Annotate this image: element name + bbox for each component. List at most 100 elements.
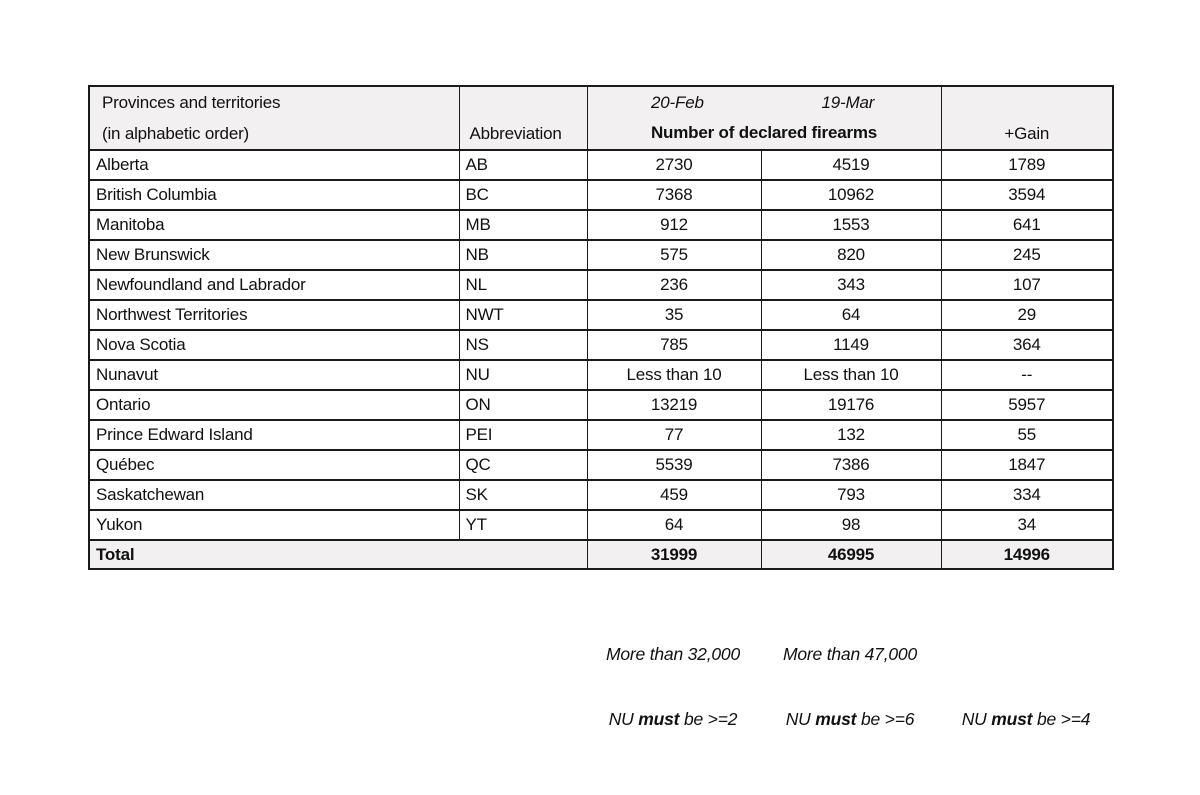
cell-abbr: PEI [458, 419, 588, 451]
table-row-british-columbia: British Columbia BC 7368 10962 3594 [88, 179, 1114, 211]
cell-abbr: NB [458, 239, 588, 271]
header-dates: 20-Feb 19-Mar [594, 88, 935, 118]
cell-gain: 34 [940, 509, 1114, 541]
table-row-saskatchewan: Saskatchewan SK 459 793 334 [88, 479, 1114, 511]
cell-mar: Less than 10 [760, 359, 942, 391]
cell-total-feb: 31999 [586, 539, 762, 570]
table-row-new-brunswick: New Brunswick NB 575 820 245 [88, 239, 1114, 271]
cell-feb: 459 [586, 479, 762, 511]
cell-mar: 19176 [760, 389, 942, 421]
header-date-feb: 20-Feb [651, 93, 704, 112]
note-nu-feb: NU must be >=2 [608, 709, 738, 729]
cell-mar: 64 [760, 299, 942, 331]
cell-feb: 912 [586, 209, 762, 241]
note-more-than-feb: More than 32,000 [606, 644, 740, 664]
cell-province: New Brunswick [88, 239, 460, 271]
cell-abbr: BC [458, 179, 588, 211]
header-declared-firearms: 20-Feb 19-Mar Number of declared firearm… [586, 85, 942, 151]
header-provinces: Provinces and territories (in alphabetic… [88, 85, 460, 151]
table-row-ontario: Ontario ON 13219 19176 5957 [88, 389, 1114, 421]
cell-feb: 7368 [586, 179, 762, 211]
note-spacer [88, 705, 586, 733]
table-row-nunavut: Nunavut NU Less than 10 Less than 10 -- [88, 359, 1114, 391]
cell-abbr: YT [458, 509, 588, 541]
cell-province: British Columbia [88, 179, 460, 211]
note-spacer [88, 640, 586, 668]
cell-gain: 334 [940, 479, 1114, 511]
cell-feb: 2730 [586, 149, 762, 181]
table-row-alberta: Alberta AB 2730 4519 1789 [88, 149, 1114, 181]
cell-province: Nova Scotia [88, 329, 460, 361]
cell-feb: 785 [586, 329, 762, 361]
header-gain: +Gain [940, 85, 1114, 151]
cell-gain: 5957 [940, 389, 1114, 421]
note-empty [940, 640, 1112, 668]
table-row-yukon: Yukon YT 64 98 34 [88, 509, 1114, 541]
cell-province: Northwest Territories [88, 299, 460, 331]
note-more-than-mar: More than 47,000 [783, 644, 917, 664]
cell-province: Saskatchewan [88, 479, 460, 511]
cell-gain: 1789 [940, 149, 1114, 181]
header-firearms-label: Number of declared firearms [650, 123, 878, 142]
header-provinces-line2: (in alphabetic order) [102, 124, 249, 143]
table-row-newfoundland: Newfoundland and Labrador NL 236 343 107 [88, 269, 1114, 301]
firearms-table: Provinces and territories (in alphabetic… [88, 85, 1115, 570]
cell-abbr: SK [458, 479, 588, 511]
cell-mar: 793 [760, 479, 942, 511]
cell-feb: 35 [586, 299, 762, 331]
cell-mar: 1553 [760, 209, 942, 241]
cell-gain: 641 [940, 209, 1114, 241]
table-row-quebec: Québec QC 5539 7386 1847 [88, 449, 1114, 481]
cell-feb: 77 [586, 419, 762, 451]
header-abbreviation: Abbreviation [458, 85, 588, 151]
cell-mar: 343 [760, 269, 942, 301]
cell-province: Nunavut [88, 359, 460, 391]
cell-mar: 132 [760, 419, 942, 451]
cell-province: Prince Edward Island [88, 419, 460, 451]
cell-abbr: MB [458, 209, 588, 241]
cell-mar: 1149 [760, 329, 942, 361]
cell-abbr: AB [458, 149, 588, 181]
cell-abbr: NU [458, 359, 588, 391]
cell-feb: Less than 10 [586, 359, 762, 391]
cell-province: Manitoba [88, 209, 460, 241]
note-row-more-than: More than 32,000 More than 47,000 [88, 640, 1112, 668]
header-provinces-line1: Provinces and territories [102, 93, 281, 112]
cell-mar: 820 [760, 239, 942, 271]
cell-abbr: QC [458, 449, 588, 481]
table-row-northwest-territories: Northwest Territories NWT 35 64 29 [88, 299, 1114, 331]
cell-province: Newfoundland and Labrador [88, 269, 460, 301]
cell-gain: 55 [940, 419, 1114, 451]
table-row-manitoba: Manitoba MB 912 1553 641 [88, 209, 1114, 241]
cell-gain: 3594 [940, 179, 1114, 211]
cell-total-gain: 14996 [940, 539, 1114, 570]
note-nu-mar: NU must be >=6 [785, 709, 915, 729]
cell-feb: 64 [586, 509, 762, 541]
cell-mar: 4519 [760, 149, 942, 181]
cell-gain: 29 [940, 299, 1114, 331]
note-row-nu-must: NU must be >=2 NU must be >=6 NU must be… [88, 705, 1112, 733]
cell-province: Yukon [88, 509, 460, 541]
cell-gain: 364 [940, 329, 1114, 361]
cell-abbr: NS [458, 329, 588, 361]
table-row-nova-scotia: Nova Scotia NS 785 1149 364 [88, 329, 1114, 361]
cell-gain: 245 [940, 239, 1114, 271]
note-nu-gain: NU must be >=4 [961, 709, 1091, 729]
cell-feb: 236 [586, 269, 762, 301]
table-row-total: Total 31999 46995 14996 [88, 539, 1114, 570]
cell-gain: 107 [940, 269, 1114, 301]
cell-gain: -- [940, 359, 1114, 391]
cell-abbr: ON [458, 389, 588, 421]
table-row-pei: Prince Edward Island PEI 77 132 55 [88, 419, 1114, 451]
cell-province: Québec [88, 449, 460, 481]
cell-mar: 98 [760, 509, 942, 541]
cell-feb: 13219 [586, 389, 762, 421]
header-row: Provinces and territories (in alphabetic… [88, 85, 1114, 151]
cell-gain: 1847 [940, 449, 1114, 481]
cell-feb: 575 [586, 239, 762, 271]
cell-province: Alberta [88, 149, 460, 181]
cell-total-mar: 46995 [760, 539, 942, 570]
cell-province: Ontario [88, 389, 460, 421]
cell-total-label: Total [88, 539, 588, 570]
